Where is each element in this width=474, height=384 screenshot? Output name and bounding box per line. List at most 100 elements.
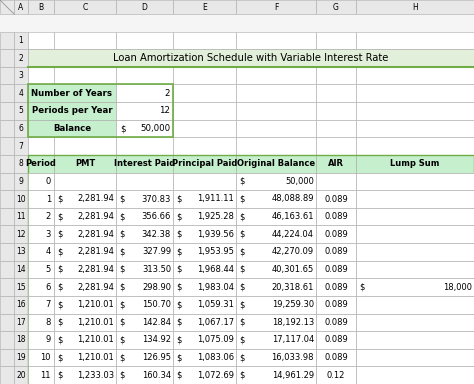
Bar (356, 137, 474, 155)
Bar (316, 137, 356, 155)
Text: 1,210.01: 1,210.01 (77, 353, 114, 362)
Text: 1,210.01: 1,210.01 (77, 336, 114, 344)
Bar (356, 208, 474, 225)
Text: 18,192.13: 18,192.13 (272, 318, 314, 327)
Bar (116, 49, 173, 67)
Bar (356, 67, 474, 84)
Bar (316, 208, 356, 225)
Text: C: C (82, 3, 88, 12)
Bar (0, 349, 14, 366)
Text: $: $ (176, 265, 182, 274)
Bar (173, 225, 236, 243)
Text: $: $ (176, 195, 182, 204)
Text: 342.38: 342.38 (142, 230, 171, 239)
Text: $: $ (119, 230, 124, 239)
Bar (0, 67, 14, 84)
Bar (0, 208, 14, 225)
Bar (356, 349, 474, 366)
Bar (54, 137, 116, 155)
Bar (356, 261, 474, 278)
Bar (173, 172, 236, 190)
Text: $: $ (239, 230, 245, 239)
Bar (54, 366, 116, 384)
Text: 18: 18 (16, 336, 26, 344)
Text: 8: 8 (18, 159, 23, 168)
Text: $: $ (176, 371, 182, 380)
Bar (316, 190, 356, 208)
Text: A: A (18, 3, 24, 12)
Text: 9: 9 (18, 177, 23, 186)
Bar (173, 225, 236, 243)
Bar (316, 155, 356, 172)
Bar (236, 278, 316, 296)
Text: 160.34: 160.34 (142, 371, 171, 380)
Bar (116, 102, 173, 120)
Bar (236, 155, 316, 172)
Text: $: $ (57, 300, 63, 309)
Bar (54, 208, 116, 225)
Bar (173, 84, 236, 102)
Text: 370.83: 370.83 (142, 195, 171, 204)
Text: 327.99: 327.99 (142, 247, 171, 257)
Bar (0, 261, 14, 278)
Bar (0, 331, 14, 349)
Bar (14, 278, 28, 296)
Bar (173, 313, 236, 331)
Text: $: $ (57, 336, 63, 344)
Text: $: $ (176, 212, 182, 221)
Bar (316, 172, 356, 190)
Text: 5: 5 (46, 265, 51, 274)
Bar (316, 278, 356, 296)
Text: Lump Sum: Lump Sum (390, 159, 440, 168)
Bar (116, 366, 173, 384)
Bar (173, 331, 236, 349)
Bar (116, 225, 173, 243)
Text: Interest Paid: Interest Paid (114, 159, 175, 168)
Text: 19,259.30: 19,259.30 (272, 300, 314, 309)
Text: 0.089: 0.089 (324, 265, 348, 274)
Text: 17,117.04: 17,117.04 (272, 336, 314, 344)
Text: 2: 2 (18, 53, 23, 63)
Text: 298.90: 298.90 (142, 283, 171, 291)
Text: $: $ (239, 247, 245, 257)
Text: 48,088.89: 48,088.89 (272, 195, 314, 204)
Bar (28, 349, 54, 366)
Text: 11: 11 (40, 371, 51, 380)
Bar (173, 190, 236, 208)
Bar (28, 278, 54, 296)
Text: 0.089: 0.089 (324, 230, 348, 239)
Bar (0, 137, 14, 155)
Bar (236, 261, 316, 278)
Bar (173, 102, 236, 120)
Bar (28, 208, 54, 225)
Bar (0, 366, 14, 384)
Bar (236, 349, 316, 366)
Text: 11: 11 (16, 212, 26, 221)
Text: $: $ (239, 177, 245, 186)
Text: F: F (274, 3, 278, 12)
Bar (116, 243, 173, 261)
Bar (316, 225, 356, 243)
Bar (54, 225, 116, 243)
Text: $: $ (239, 195, 245, 204)
Bar (28, 225, 54, 243)
Bar (28, 331, 54, 349)
Text: 50,000: 50,000 (141, 124, 171, 133)
Text: $: $ (57, 247, 63, 257)
Bar (28, 349, 54, 366)
Bar (14, 261, 28, 278)
Text: 0.089: 0.089 (324, 336, 348, 344)
Text: 1,968.44: 1,968.44 (197, 265, 234, 274)
Bar (14, 84, 28, 102)
Bar (28, 190, 54, 208)
Text: 2: 2 (46, 212, 51, 221)
Text: $: $ (239, 318, 245, 327)
Bar (54, 313, 116, 331)
Text: 0.12: 0.12 (327, 371, 345, 380)
Text: 2,281.94: 2,281.94 (77, 247, 114, 257)
Bar (356, 120, 474, 137)
Bar (28, 0, 54, 14)
Bar (316, 31, 356, 49)
Bar (173, 155, 236, 172)
Bar (236, 84, 316, 102)
